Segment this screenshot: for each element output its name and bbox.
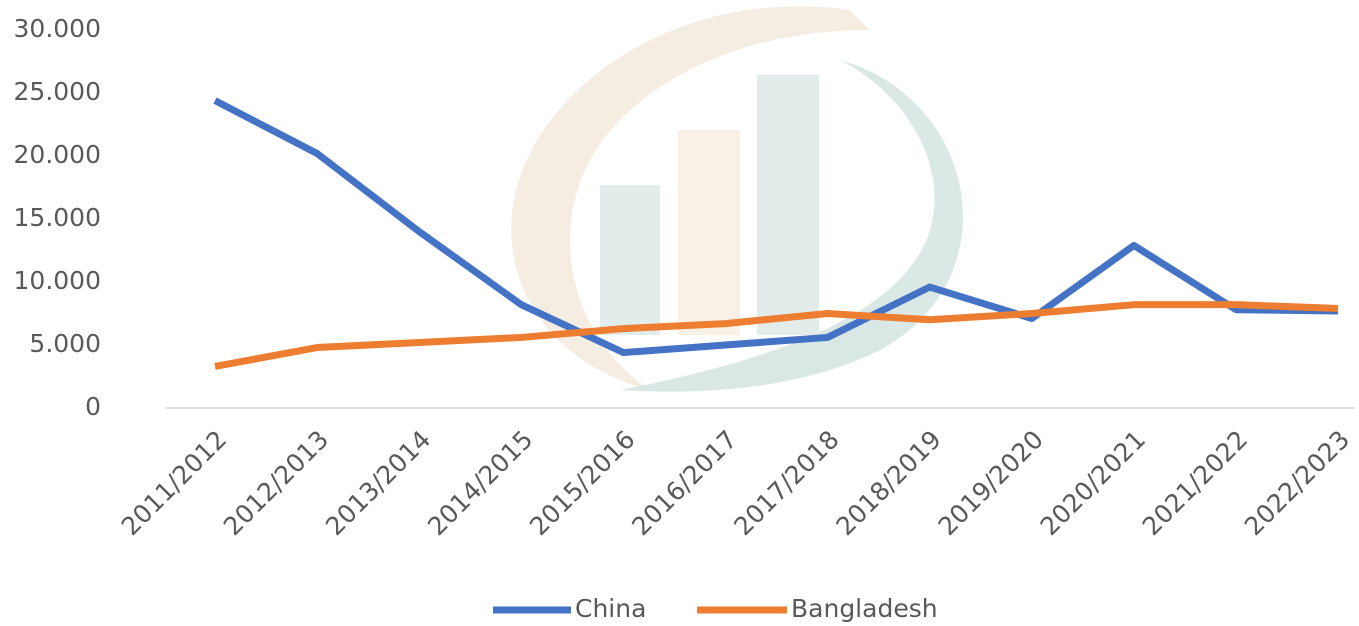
y-tick-label: 30.000	[14, 14, 101, 43]
y-tick-label: 25.000	[14, 77, 101, 106]
x-tick-label: 2013/2014	[320, 425, 436, 541]
line-series	[213, 97, 1339, 357]
x-tick-label: 2019/2020	[933, 425, 1049, 541]
line-series	[214, 301, 1339, 370]
y-tick-label: 10.000	[14, 266, 101, 295]
x-tick-label: 2017/2018	[728, 425, 844, 541]
y-tick-label: 0	[85, 392, 101, 421]
x-tick-label: 2020/2021	[1035, 425, 1151, 541]
x-tick-label: 2021/2022	[1137, 425, 1253, 541]
legend-label: Bangladesh	[791, 594, 938, 623]
watermark	[511, 6, 963, 392]
legend-label: China	[575, 594, 646, 623]
y-tick-label: 5.000	[29, 329, 101, 358]
x-tick-label: 2016/2017	[626, 425, 742, 541]
x-tick-label: 2014/2015	[422, 425, 538, 541]
y-tick-label: 20.000	[14, 140, 101, 169]
x-tick-label: 2015/2016	[524, 425, 640, 541]
x-tick-label: 2011/2012	[116, 425, 232, 541]
x-tick-label: 2022/2023	[1239, 425, 1355, 541]
y-tick-label: 15.000	[14, 203, 101, 232]
x-tick-label: 2012/2013	[218, 425, 334, 541]
x-tick-label: 2018/2019	[830, 425, 946, 541]
